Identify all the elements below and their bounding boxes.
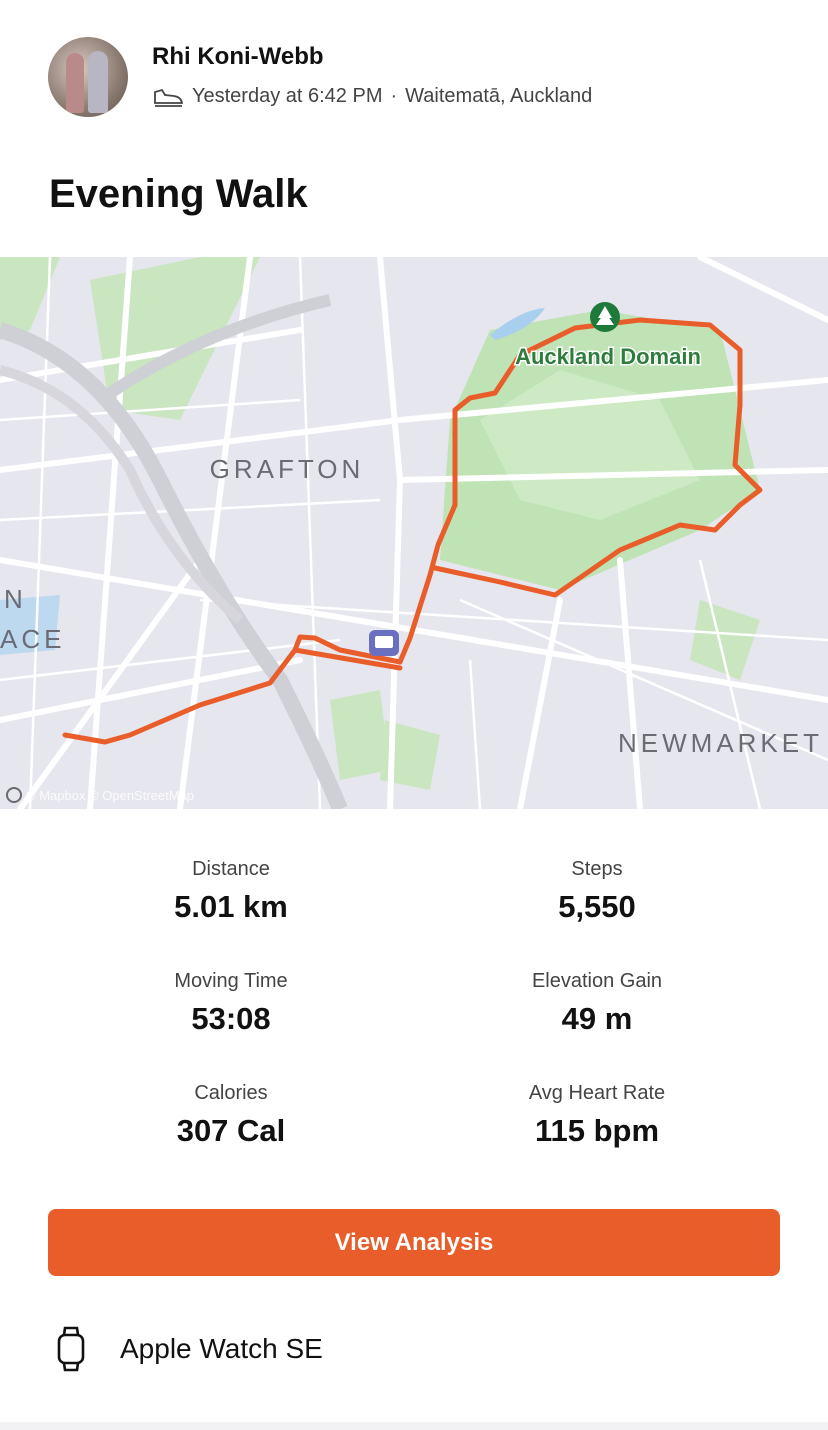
stat-value: 5.01 km bbox=[174, 889, 288, 924]
stat-value: 53:08 bbox=[191, 1001, 271, 1036]
activity-header: Rhi Koni-Webb Yesterday at 6:42 PM · Wai… bbox=[48, 37, 592, 117]
train-station-icon bbox=[369, 630, 399, 656]
mapbox-logo-icon bbox=[6, 787, 22, 803]
stat-label: Avg Heart Rate bbox=[528, 1082, 666, 1104]
stat-distance: Distance 5.01 km bbox=[81, 858, 381, 925]
meta-separator: · bbox=[390, 85, 398, 107]
view-analysis-button[interactable]: View Analysis bbox=[48, 1209, 780, 1276]
map-label-park: Auckland Domain bbox=[515, 344, 701, 369]
stat-label: Calories bbox=[194, 1082, 268, 1104]
stat-moving-time: Moving Time 53:08 bbox=[81, 970, 381, 1037]
map-canvas: Auckland Domain GRAFTON NEWMARKET N ACE bbox=[0, 257, 828, 809]
activity-timestamp: Yesterday at 6:42 PM bbox=[192, 85, 383, 107]
activity-title: Evening Walk bbox=[49, 172, 308, 216]
map-attribution[interactable]: © Mapbox © OpenStreetMap bbox=[6, 787, 194, 803]
stat-label: Moving Time bbox=[174, 970, 288, 992]
stat-label: Elevation Gain bbox=[531, 970, 663, 992]
map-label-newmarket: NEWMARKET bbox=[618, 728, 823, 758]
stat-avg-heart-rate: Avg Heart Rate 115 bpm bbox=[447, 1082, 747, 1149]
watch-icon bbox=[57, 1326, 85, 1372]
route-map[interactable]: Auckland Domain GRAFTON NEWMARKET N ACE … bbox=[0, 257, 828, 809]
motorway bbox=[0, 322, 348, 809]
stat-elevation-gain: Elevation Gain 49 m bbox=[447, 970, 747, 1037]
device-info: Apple Watch SE bbox=[56, 1326, 323, 1372]
stat-label: Distance bbox=[192, 858, 270, 880]
stat-calories: Calories 307 Cal bbox=[81, 1082, 381, 1149]
stat-value: 49 m bbox=[561, 1001, 633, 1036]
athlete-name[interactable]: Rhi Koni-Webb bbox=[152, 43, 324, 70]
stat-steps: Steps 5,550 bbox=[447, 858, 747, 925]
device-name: Apple Watch SE bbox=[120, 1333, 323, 1364]
activity-meta: Yesterday at 6:42 PM · Waitematā, Auckla… bbox=[152, 85, 592, 108]
activity-location: Waitematā, Auckland bbox=[405, 85, 593, 107]
route-line bbox=[62, 317, 763, 745]
map-label-partial-2: ACE bbox=[0, 624, 65, 654]
stat-label: Steps bbox=[571, 858, 623, 880]
stat-value: 115 bpm bbox=[534, 1113, 660, 1148]
avatar[interactable] bbox=[48, 37, 128, 117]
map-label-partial-1: N bbox=[4, 584, 27, 614]
divider bbox=[0, 1422, 828, 1430]
tree-icon bbox=[590, 302, 620, 332]
stat-value: 5,550 bbox=[558, 889, 636, 924]
stat-value: 307 Cal bbox=[176, 1113, 286, 1148]
shoe-icon bbox=[154, 88, 184, 107]
map-label-grafton: GRAFTON bbox=[210, 454, 365, 484]
